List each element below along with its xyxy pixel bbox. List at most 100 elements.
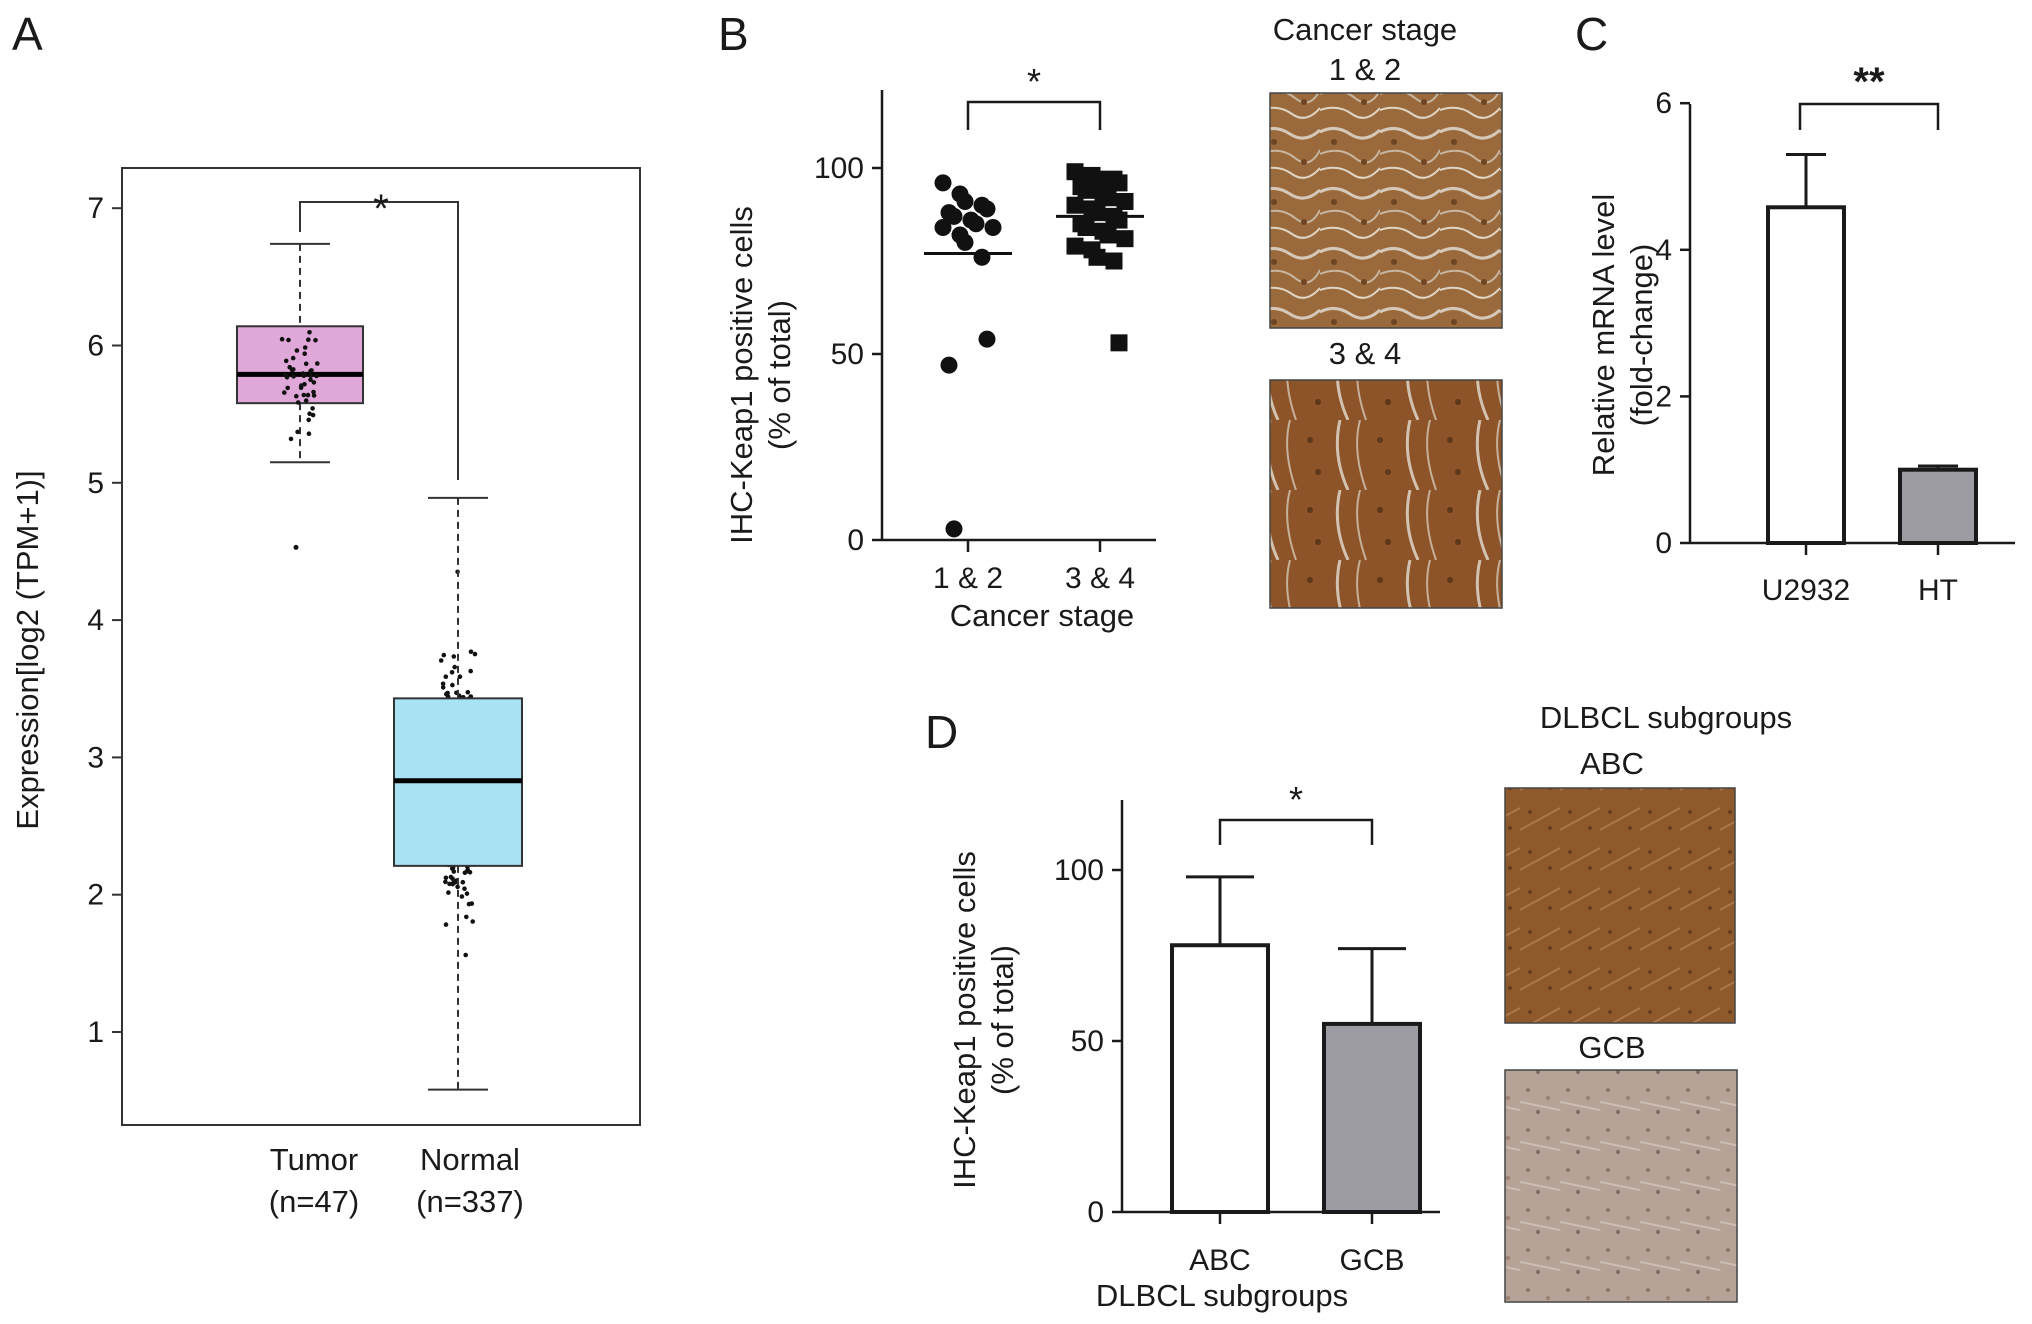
a-point: [313, 337, 318, 343]
panel-b-y-axis-label-unit: (% of total): [762, 300, 797, 450]
a-point: [310, 406, 315, 411]
panel-label-b: B: [718, 8, 749, 60]
c-bar-u2932: [1766, 205, 1846, 545]
b-point-stage-3-4: [1077, 219, 1095, 237]
b-y-tick-label: 100: [814, 152, 864, 185]
x-n-normal: (n=337): [416, 1184, 524, 1219]
a-point: [311, 389, 316, 395]
a-point: [465, 690, 471, 695]
a-point: [468, 649, 474, 654]
a-point: [464, 914, 469, 920]
significance-bracket-c: [1798, 102, 1940, 130]
a-point: [294, 348, 300, 353]
b-point-stage-3-4: [1110, 211, 1128, 229]
a-y-tick-label: 5: [87, 467, 104, 500]
a-point: [440, 685, 446, 690]
panel-c-bars: [1766, 153, 1978, 546]
a-point: [294, 393, 299, 399]
panel-b-points: [924, 163, 1144, 538]
a-point: [307, 330, 312, 335]
a-point: [295, 400, 301, 405]
a-point: [457, 674, 463, 679]
d-y-tick-label: 0: [1087, 1196, 1104, 1229]
a-point: [470, 919, 476, 924]
a-point: [462, 886, 467, 891]
d-bar-abc: [1170, 943, 1270, 1214]
a-point: [446, 890, 451, 895]
a-point: [288, 436, 294, 442]
panel-d-x-axis-label: DLBCL subgroups: [1096, 1278, 1348, 1313]
b-point-stage-3-4: [1088, 204, 1106, 222]
a-point: [460, 879, 466, 885]
a-point: [463, 952, 469, 958]
micrograph-abc: [1504, 787, 1736, 1024]
panel-c-bar: Relative mRNA level (fold-change) 0 2 4 6 U2…: [1586, 60, 2015, 607]
panel-a-boxplot: Expression[log2 (TPM+1)] 1 2 3 4 5 6 7 * Tumor…: [10, 167, 641, 1219]
b-point-stage-1-2: [934, 219, 952, 237]
a-point: [459, 894, 465, 899]
panel-label-d: D: [925, 706, 958, 758]
panel-a-y-axis-label: Expression[log2 (TPM+1)]: [10, 470, 45, 829]
b-point-stage-1-2: [956, 192, 974, 210]
micrograph-b-header: Cancer stage: [1273, 12, 1457, 47]
significance-bracket-a: [299, 201, 459, 480]
a-point: [302, 372, 308, 378]
a-point: [450, 682, 455, 688]
panel-a-y-axis: 1 2 3 4 5 6 7: [87, 192, 122, 1049]
d-x-tick-label: GCB: [1339, 1244, 1404, 1277]
a-point: [290, 355, 296, 361]
panel-b-axes: 0 50 100 1 & 2 3 & 4: [814, 90, 1156, 595]
a-point: [467, 870, 473, 875]
b-point-stage-3-4: [1088, 248, 1106, 266]
panel-a-frame: [121, 167, 641, 1126]
panel-a-tumor-points: [279, 330, 320, 442]
x-label-tumor: Tumor: [270, 1142, 358, 1177]
a-point: [282, 390, 287, 395]
a-point: [311, 393, 317, 398]
significance-star-b: *: [1027, 61, 1041, 102]
significance-star-d: *: [1289, 779, 1303, 820]
micrograph-d-bottom-label: GCB: [1578, 1030, 1645, 1065]
a-point: [440, 681, 446, 687]
c-x-tick-label: HT: [1918, 574, 1958, 607]
a-point: [468, 668, 474, 674]
a-point: [302, 345, 308, 350]
panel-d-y-axis-label: IHC-Keap1 positive cells: [947, 851, 982, 1189]
a-y-tick-label: 4: [87, 604, 104, 637]
c-y-tick-label: 4: [1655, 234, 1672, 267]
a-point: [441, 652, 447, 658]
b-point-stage-3-4: [1066, 196, 1084, 214]
c-bar-ht: [1898, 467, 1978, 546]
b-point-stage-1-2: [967, 215, 985, 233]
d-x-tick-label: ABC: [1189, 1244, 1251, 1277]
significance-bracket-b: [966, 100, 1102, 130]
a-y-tick-label: 7: [87, 192, 104, 225]
a-point: [306, 431, 312, 437]
b-x-tick-label: 3 & 4: [1065, 562, 1135, 595]
c-x-tick-label: U2932: [1762, 574, 1850, 607]
b-point-stage-3-4: [1116, 230, 1134, 248]
a-point: [438, 658, 444, 663]
a-point: [464, 891, 470, 896]
a-point: [452, 664, 458, 670]
a-point: [308, 377, 313, 383]
b-point-stage-3-4: [1110, 334, 1128, 352]
micrograph-d-top-label: ABC: [1580, 746, 1644, 781]
a-point: [284, 375, 290, 380]
significance-star-a: *: [373, 187, 389, 231]
a-y-tick-label: 1: [87, 1016, 104, 1049]
c-y-tick-label: 6: [1655, 87, 1672, 120]
b-point-stage-1-2: [934, 174, 952, 192]
a-y-tick-label: 2: [87, 879, 104, 912]
panel-d-micrographs: DLBCL subgroups ABC GCB: [1504, 700, 1792, 1303]
a-point: [306, 417, 312, 423]
panel-d-y-axis-label-unit: (% of total): [985, 945, 1020, 1095]
b-y-tick-label: 0: [847, 524, 864, 557]
b-point-stage-3-4: [1066, 237, 1084, 255]
a-point: [466, 901, 472, 907]
panel-d-bar: IHC-Keap1 positive cells (% of total) 0 5…: [947, 779, 1440, 1313]
a-point: [307, 411, 312, 417]
d-bar-gcb: [1322, 1021, 1422, 1215]
a-point: [443, 922, 449, 927]
